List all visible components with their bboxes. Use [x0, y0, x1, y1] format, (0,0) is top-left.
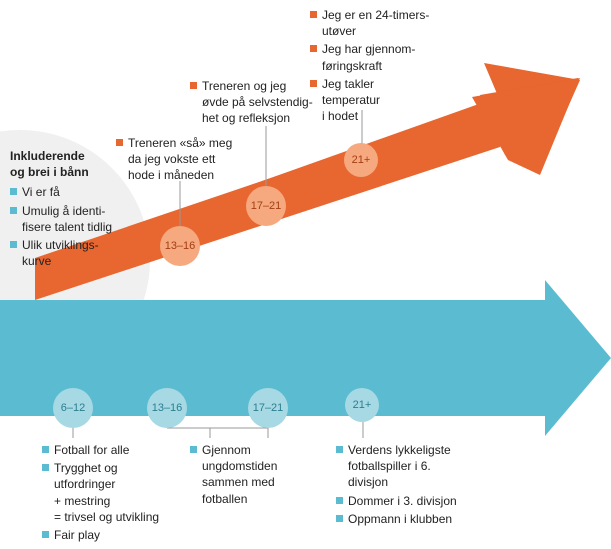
- bottom-age-node: 21+: [345, 388, 379, 422]
- diagram-canvas: Topp Bredde Inkluderendeog brei i bånn V…: [0, 0, 611, 549]
- top-age-node: 13–16: [160, 226, 200, 266]
- bottom-bullet: Trygghet ogutfordringer+ mestring= trivs…: [42, 460, 192, 525]
- bottom-age-node: 13–16: [147, 388, 187, 428]
- top-node-text: Jeg er en 24-timers-utøverJeg har gjenno…: [310, 7, 455, 126]
- top-node-text: Treneren «så» megda jeg vokste etthode i…: [116, 135, 261, 186]
- bottom-bullet: Verdens lykkeligstefotballspiller i 6.di…: [336, 442, 486, 491]
- bottom-bullet: Dommer i 3. divisjon: [336, 493, 486, 509]
- left-box-bullets: Vi er få Umulig å identi-fisere talent ti…: [10, 184, 130, 269]
- bottom-age-node: 17–21: [248, 388, 288, 428]
- top-bullet: Jeg har gjennom-føringskraft: [310, 41, 455, 73]
- top-age-node: 21+: [344, 143, 378, 177]
- bottom-bullet: Fair play: [42, 527, 192, 543]
- left-info-box: Inkluderendeog brei i bånn Vi er få Umuli…: [10, 148, 130, 271]
- left-box-bullet: Vi er få: [10, 184, 130, 200]
- top-bullet: Treneren «så» megda jeg vokste etthode i…: [116, 135, 261, 184]
- bottom-age-node: 6–12: [53, 388, 93, 428]
- left-box-bullet: Umulig å identi-fisere talent tidlig: [10, 203, 130, 235]
- bottom-bullet: Fotball for alle: [42, 442, 192, 458]
- top-age-node: 17–21: [246, 186, 286, 226]
- bottom-node-text: Verdens lykkeligstefotballspiller i 6.di…: [336, 442, 486, 529]
- top-bullet: Jeg taklertemperaturi hodet: [310, 76, 455, 125]
- top-bullet: Jeg er en 24-timers-utøver: [310, 7, 455, 39]
- bottom-bullet: Oppmann i klubben: [336, 511, 486, 527]
- bottom-node-text: Gjennomungdomstidensammen medfotballen: [190, 442, 340, 509]
- left-box-bullet: Ulik utviklings-kurve: [10, 237, 130, 269]
- bottom-node-text: Fotball for alle Trygghet ogutfordringer+…: [42, 442, 192, 545]
- bottom-bullet: Gjennomungdomstidensammen medfotballen: [190, 442, 340, 507]
- left-box-header: Inkluderendeog brei i bånn: [10, 148, 130, 180]
